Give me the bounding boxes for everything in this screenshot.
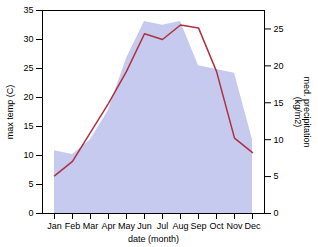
svg-text:Jan: Jan xyxy=(47,221,62,231)
svg-text:20: 20 xyxy=(23,92,33,102)
svg-text:5: 5 xyxy=(274,171,279,181)
svg-text:20: 20 xyxy=(274,61,284,71)
svg-text:Nov: Nov xyxy=(226,221,243,231)
svg-text:Mar: Mar xyxy=(83,221,99,231)
svg-text:Oct: Oct xyxy=(209,221,224,231)
svg-text:May: May xyxy=(118,221,136,231)
svg-text:5: 5 xyxy=(28,179,33,189)
svg-text:15: 15 xyxy=(274,98,284,108)
svg-text:0: 0 xyxy=(274,208,279,218)
svg-text:Aug: Aug xyxy=(172,221,188,231)
svg-text:25: 25 xyxy=(274,24,284,34)
svg-text:Jun: Jun xyxy=(137,221,152,231)
svg-text:max temp (C): max temp (C) xyxy=(5,85,15,140)
svg-text:med. precipitation(kg/m2): med. precipitation(kg/m2) xyxy=(293,76,312,147)
svg-text:10: 10 xyxy=(23,150,33,160)
svg-text:Dec: Dec xyxy=(244,221,261,231)
svg-text:Feb: Feb xyxy=(65,221,81,231)
svg-text:25: 25 xyxy=(23,63,33,73)
svg-text:date (month): date (month) xyxy=(128,234,179,244)
svg-text:Jul: Jul xyxy=(157,221,169,231)
svg-text:Sep: Sep xyxy=(190,221,206,231)
svg-text:30: 30 xyxy=(23,34,33,44)
svg-text:0: 0 xyxy=(28,208,33,218)
svg-text:35: 35 xyxy=(23,5,33,15)
svg-text:15: 15 xyxy=(23,121,33,131)
svg-text:10: 10 xyxy=(274,135,284,145)
svg-text:Apr: Apr xyxy=(101,221,115,231)
